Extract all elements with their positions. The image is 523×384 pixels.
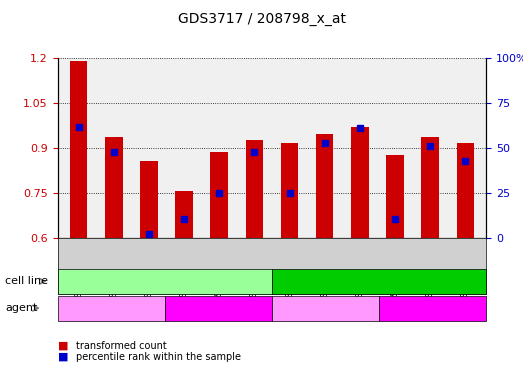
Bar: [386, 156, 404, 238]
Text: SAHM1: SAHM1: [198, 303, 238, 313]
Text: control: control: [306, 303, 345, 313]
Bar: [140, 161, 158, 238]
Bar: [351, 127, 369, 238]
Bar: [457, 143, 474, 238]
Bar: [422, 137, 439, 238]
Bar: [175, 192, 193, 238]
Text: control: control: [92, 303, 130, 313]
Text: SAHM1: SAHM1: [413, 303, 453, 313]
Bar: [316, 134, 334, 238]
Text: agent: agent: [5, 303, 38, 313]
Text: cell line: cell line: [5, 276, 48, 286]
Bar: [70, 61, 87, 238]
Text: transformed count: transformed count: [76, 341, 167, 351]
Text: GDS3717 / 208798_x_at: GDS3717 / 208798_x_at: [177, 12, 346, 25]
Bar: [281, 143, 298, 238]
Bar: [105, 137, 122, 238]
Text: KOPT-K1: KOPT-K1: [142, 276, 188, 286]
Text: ■: ■: [58, 352, 68, 362]
Text: ■: ■: [58, 341, 68, 351]
Bar: [246, 140, 263, 238]
Text: percentile rank within the sample: percentile rank within the sample: [76, 352, 241, 362]
Bar: [210, 152, 228, 238]
Text: HPB-ALL: HPB-ALL: [356, 276, 403, 286]
